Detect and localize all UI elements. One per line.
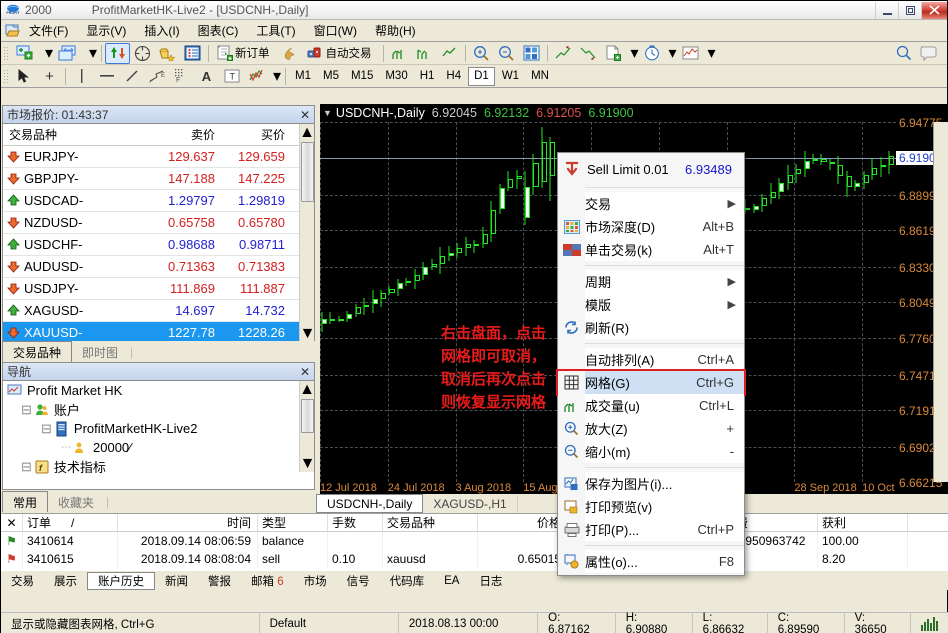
svg-text:T: T <box>229 72 235 82</box>
svg-text:E: E <box>161 73 165 79</box>
svg-text:PROFIT: PROFIT <box>6 11 20 15</box>
svg-text:F: F <box>176 77 180 84</box>
